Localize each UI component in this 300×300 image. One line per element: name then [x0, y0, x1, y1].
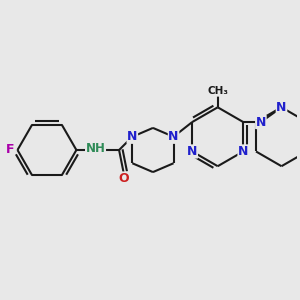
Text: O: O — [118, 172, 129, 185]
Text: F: F — [6, 143, 14, 157]
Text: N: N — [127, 130, 137, 143]
Text: N: N — [276, 101, 287, 114]
Text: N: N — [256, 116, 266, 128]
Text: N: N — [168, 130, 179, 143]
Text: N: N — [187, 145, 197, 158]
Text: NH: NH — [85, 142, 106, 155]
Text: N: N — [238, 145, 248, 158]
Text: CH₃: CH₃ — [207, 86, 228, 96]
